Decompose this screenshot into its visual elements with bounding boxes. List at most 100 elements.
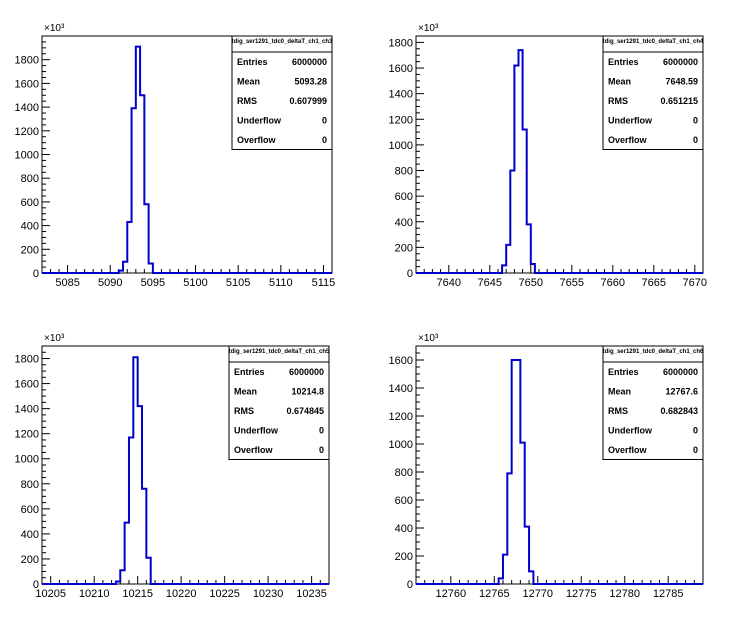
stats-value: 0	[693, 426, 698, 436]
x-tick-label: 10225	[209, 588, 240, 600]
y-tick-label: 400	[395, 217, 413, 229]
stats-label: Overflow	[237, 135, 277, 145]
y-tick-label: 0	[33, 579, 39, 591]
stats-label: Underflow	[237, 116, 282, 126]
y-exponent-label: ×10³	[418, 23, 439, 34]
stats-title: tdig_ser1291_tdc0_deltaT_ch1_ch6	[603, 349, 704, 355]
y-tick-label: 200	[395, 551, 413, 563]
y-tick-label: 800	[395, 467, 413, 479]
y-tick-label: 800	[21, 173, 39, 185]
y-tick-label: 600	[21, 197, 39, 209]
y-tick-label: 1600	[15, 78, 39, 90]
y-tick-label: 1600	[389, 355, 413, 367]
y-tick-label: 600	[395, 495, 413, 507]
stats-value: 6000000	[663, 367, 698, 377]
stats-label: Entries	[608, 367, 639, 377]
y-tick-label: 800	[395, 166, 413, 178]
stats-value: 6000000	[289, 367, 324, 377]
y-tick-label: 1000	[389, 140, 413, 152]
y-tick-label: 400	[395, 523, 413, 535]
y-tick-label: 1800	[15, 354, 39, 366]
histogram-panel-4: ×10³ 0 200 400 600 800 1000 1200 1400 1600 12760 12…	[389, 333, 705, 600]
y-tick-label: 600	[395, 191, 413, 203]
x-tick-label: 10205	[35, 588, 66, 600]
x-tick-label: 12775	[566, 588, 597, 600]
y-tick-label: 1400	[15, 404, 39, 416]
y-tick-label: 1200	[389, 114, 413, 126]
x-tick-label: 7640	[437, 277, 461, 289]
stats-value: 0	[322, 135, 327, 145]
histogram-line	[42, 356, 329, 585]
histogram-panel-3: ×10³ 0 200 400 600 800 1000 1200 1400 1600 1800 102…	[15, 333, 331, 600]
y-tick-label: 0	[33, 268, 39, 280]
stats-title: tdig_ser1291_tdc0_deltaT_ch1_ch3	[232, 39, 333, 45]
y-exponent-label: ×10³	[44, 333, 65, 344]
x-tick-label: 12770	[522, 588, 553, 600]
y-tick-label: 1800	[389, 37, 413, 49]
y-tick-label: 1200	[15, 126, 39, 138]
stats-value: 0	[319, 445, 324, 455]
y-tick-label: 1600	[15, 379, 39, 391]
x-tick-label: 10235	[296, 588, 327, 600]
y-tick-label: 400	[21, 221, 39, 233]
stats-label: Mean	[237, 77, 260, 87]
x-tick-label: 5115	[312, 277, 336, 289]
stats-value: 12767.6	[665, 387, 698, 397]
stats-value: 0	[693, 135, 698, 145]
y-tick-label: 1400	[15, 102, 39, 114]
x-tick-label: 7655	[560, 277, 584, 289]
x-tick-label: 7660	[601, 277, 625, 289]
stats-title: tdig_ser1291_tdc0_deltaT_ch1_ch4	[603, 39, 704, 45]
histogram-line	[416, 49, 703, 274]
stats-label: RMS	[608, 96, 628, 106]
x-tick-label: 12785	[653, 588, 684, 600]
stats-box	[602, 35, 704, 150]
y-tick-label: 1000	[389, 439, 413, 451]
stats-value: 0	[322, 116, 327, 126]
x-tick-label: 12780	[609, 588, 640, 600]
stats-label: Mean	[608, 77, 631, 87]
y-tick-label: 0	[407, 579, 413, 591]
y-tick-label: 800	[21, 479, 39, 491]
stats-value: 0	[319, 426, 324, 436]
y-tick-label: 200	[395, 242, 413, 254]
y-tick-label: 600	[21, 504, 39, 516]
stats-label: Overflow	[234, 445, 274, 455]
stats-title: tdig_ser1291_tdc0_deltaT_ch1_ch5	[229, 349, 330, 355]
y-tick-label: 1200	[389, 411, 413, 423]
stats-value: 6000000	[663, 57, 698, 67]
y-tick-label: 1400	[389, 383, 413, 395]
stats-label: RMS	[608, 406, 628, 416]
x-tick-label: 12760	[435, 588, 466, 600]
x-tick-label: 5110	[269, 277, 293, 289]
x-tick-label: 7650	[519, 277, 543, 289]
stats-box	[602, 345, 704, 460]
stats-value: 0.682843	[660, 406, 698, 416]
stats-value: 0.674845	[286, 406, 324, 416]
x-tick-label: 7645	[478, 277, 502, 289]
y-tick-label: 1400	[389, 89, 413, 101]
x-tick-label: 10230	[253, 588, 284, 600]
y-tick-label: 1000	[15, 150, 39, 162]
histogram-panel-2: ×10³ 0 200 400 600 800 1000 1200 1400 1600 1800 764…	[389, 23, 708, 289]
stats-label: RMS	[237, 96, 257, 106]
x-tick-label: 12765	[479, 588, 510, 600]
x-tick-label: 5085	[55, 277, 79, 289]
x-tick-label: 5105	[226, 277, 250, 289]
stats-value: 0.651215	[660, 96, 698, 106]
histogram-panel-1: ×10³ 0 200 400 600 800 1000 1200 1400 1600 1800 508…	[15, 23, 336, 289]
stats-label: Underflow	[608, 426, 653, 436]
stats-box	[231, 35, 333, 150]
stats-label: Entries	[234, 367, 265, 377]
stats-value: 0	[693, 445, 698, 455]
stats-label: Entries	[608, 57, 639, 67]
x-tick-label: 10210	[79, 588, 110, 600]
y-exponent-label: ×10³	[44, 23, 65, 34]
x-tick-label: 5100	[183, 277, 207, 289]
stats-label: Mean	[234, 387, 257, 397]
stats-label: Overflow	[608, 445, 648, 455]
y-tick-label: 200	[21, 554, 39, 566]
x-tick-label: 7670	[683, 277, 707, 289]
stats-box	[228, 345, 330, 460]
